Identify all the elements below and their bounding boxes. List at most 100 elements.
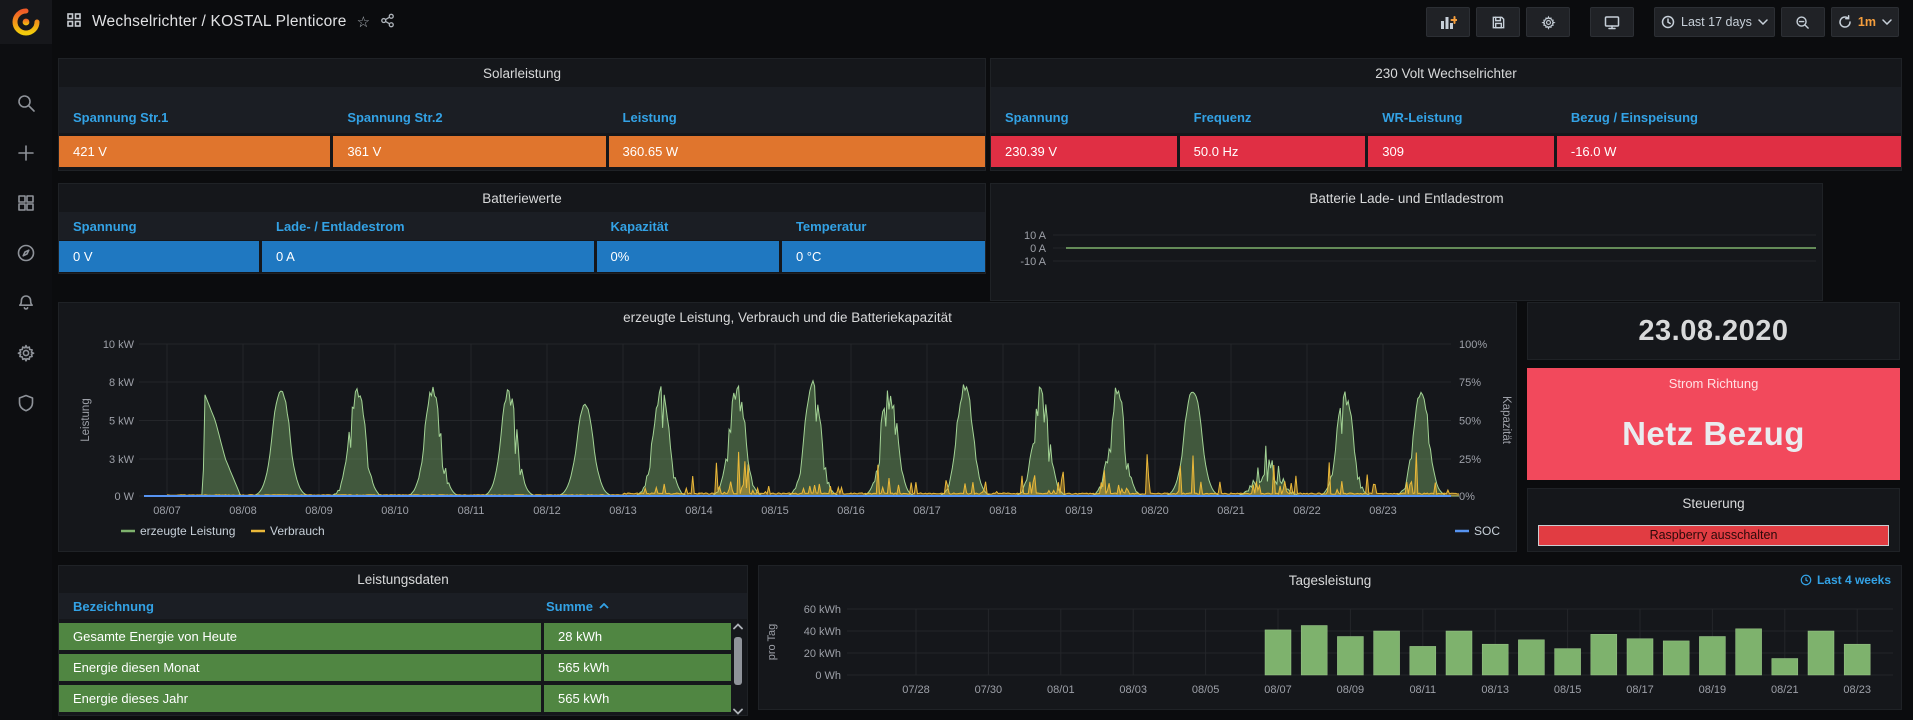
power-overview-chart[interactable]: 10 kW100%8 kW75%5 kW50%3 kW25%0 W0%08/07… [59, 303, 1516, 551]
svg-text:50%: 50% [1459, 416, 1481, 428]
zoom-out-button[interactable] [1781, 7, 1825, 37]
column-header[interactable]: Spannung [991, 87, 1177, 133]
dashboard-settings-button[interactable] [1526, 7, 1570, 37]
panel-datum: 23.08.2020 [1527, 302, 1900, 360]
row-value: 565 kWh [544, 685, 731, 712]
value-cell: -16.0 W [1557, 136, 1901, 167]
row-value: 28 kWh [544, 623, 731, 650]
column-header[interactable]: Bezeichnung [59, 599, 546, 614]
top-bar: Wechselrichter / KOSTAL Plenticore ☆ Las… [52, 0, 1913, 44]
value-cell: 361 V [333, 136, 605, 167]
svg-text:08/14: 08/14 [685, 505, 713, 517]
svg-text:Leistung: Leistung [80, 398, 92, 441]
svg-text:60 kWh: 60 kWh [804, 604, 841, 616]
current-date: 23.08.2020 [1638, 315, 1788, 348]
column-header[interactable]: Lade- / Entladestrom [262, 212, 594, 240]
panel-title: Solarleistung [59, 59, 985, 81]
refresh-interval-label: 1m [1858, 15, 1876, 29]
value-cell: 0% [597, 241, 779, 272]
value-cell: 0 V [59, 241, 259, 272]
table-row[interactable]: Gesamte Energie von Heute 28 kWh [59, 623, 731, 650]
alerting-icon[interactable] [15, 292, 37, 314]
panel-solarleistung: Solarleistung Spannung Str.1 Spannung St… [58, 58, 986, 171]
svg-text:08/07: 08/07 [153, 505, 181, 517]
dashboards-icon[interactable] [15, 192, 37, 214]
star-icon[interactable]: ☆ [357, 13, 370, 31]
time-range-label: Last 17 days [1681, 15, 1752, 29]
svg-text:08/13: 08/13 [1481, 684, 1509, 696]
dashboard-grid-icon[interactable] [66, 12, 82, 33]
svg-text:10 kW: 10 kW [103, 339, 135, 351]
column-header[interactable]: Kapazität [597, 212, 779, 240]
grafana-logo-icon[interactable] [0, 0, 52, 44]
column-header[interactable]: Leistung [609, 87, 985, 133]
svg-text:07/30: 07/30 [975, 684, 1003, 696]
time-range-picker[interactable]: Last 17 days [1654, 7, 1775, 37]
raspberry-ausschalten-button[interactable]: Raspberry ausschalten [1538, 525, 1889, 546]
settings-icon[interactable] [15, 342, 37, 364]
svg-text:08/17: 08/17 [913, 505, 941, 517]
panel-title: erzeugte Leistung, Verbrauch und die Bat… [59, 303, 1516, 325]
breadcrumb: Wechselrichter / KOSTAL Plenticore ☆ [66, 12, 395, 33]
svg-text:08/01: 08/01 [1047, 684, 1075, 696]
explore-icon[interactable] [15, 242, 37, 264]
panel-title: Batterie Lade- und Entladestrom [991, 184, 1822, 206]
sidebar [0, 0, 52, 720]
chevron-down-icon [1882, 19, 1892, 25]
row-value: 565 kWh [544, 654, 731, 681]
column-header[interactable]: Bezug / Einspeisung [1557, 87, 1901, 133]
svg-text:08/10: 08/10 [381, 505, 409, 517]
row-label: Gesamte Energie von Heute [59, 623, 541, 650]
strom-richtung-value: Netz Bezug [1528, 415, 1899, 453]
refresh-button[interactable]: 1m [1831, 7, 1899, 37]
table-row[interactable]: Energie diesen Monat 565 kWh [59, 654, 731, 681]
row-label: Energie dieses Jahr [59, 685, 541, 712]
page-title[interactable]: Wechselrichter / KOSTAL Plenticore [92, 13, 347, 31]
svg-text:20 kWh: 20 kWh [804, 648, 841, 660]
svg-text:07/28: 07/28 [902, 684, 930, 696]
svg-text:08/20: 08/20 [1141, 505, 1169, 517]
value-cell: 309 [1368, 136, 1554, 167]
scroll-up-icon [733, 623, 743, 630]
panel-title: Steuerung [1528, 489, 1899, 511]
column-header[interactable]: Spannung [59, 212, 259, 240]
value-cell: 50.0 Hz [1180, 136, 1366, 167]
svg-text:08/17: 08/17 [1626, 684, 1654, 696]
share-icon[interactable] [380, 13, 395, 32]
column-header[interactable]: Frequenz [1180, 87, 1366, 133]
save-dashboard-button[interactable] [1476, 7, 1520, 37]
column-header[interactable]: Spannung Str.2 [333, 87, 605, 133]
panel-title: Strom Richtung [1528, 369, 1899, 391]
panel-tagesleistung: Tagesleistung Last 4 weeks 60 kWh40 kWh2… [758, 565, 1902, 710]
add-panel-button[interactable] [1426, 7, 1470, 37]
table-row[interactable]: Energie dieses Jahr 565 kWh [59, 685, 731, 712]
tv-mode-button[interactable] [1590, 7, 1634, 37]
column-header[interactable]: Spannung Str.1 [59, 87, 330, 133]
svg-text:3 kW: 3 kW [109, 454, 135, 466]
svg-text:08/15: 08/15 [761, 505, 789, 517]
panel-steuerung: Steuerung Raspberry ausschalten [1527, 488, 1900, 552]
column-header[interactable]: WR-Leistung [1368, 87, 1554, 133]
svg-text:08/22: 08/22 [1293, 505, 1321, 517]
add-icon[interactable] [15, 142, 37, 164]
svg-text:08/23: 08/23 [1369, 505, 1397, 517]
panel-leistung-uebersicht-chart: erzeugte Leistung, Verbrauch und die Bat… [58, 302, 1517, 552]
column-header[interactable]: Summe [546, 599, 593, 614]
table-scrollbar[interactable] [731, 623, 745, 715]
svg-text:0 A: 0 A [1030, 243, 1047, 255]
value-cell: 421 V [59, 136, 330, 167]
svg-text:8 kW: 8 kW [109, 377, 135, 389]
value-cell: 230.39 V [991, 136, 1177, 167]
value-cell: 360.65 W [609, 136, 985, 167]
column-header[interactable]: Temperatur [782, 212, 985, 240]
scrollbar-thumb [734, 637, 742, 685]
svg-text:Verbrauch: Verbrauch [270, 524, 325, 538]
shield-icon[interactable] [15, 392, 37, 414]
search-icon[interactable] [15, 92, 37, 114]
svg-text:100%: 100% [1459, 339, 1487, 351]
svg-text:5 kW: 5 kW [109, 416, 135, 428]
panel-title: Leistungsdaten [59, 566, 747, 587]
value-cell: 0 A [262, 241, 594, 272]
panel-title: Tagesleistung [759, 566, 1901, 588]
svg-text:08/11: 08/11 [458, 505, 485, 517]
